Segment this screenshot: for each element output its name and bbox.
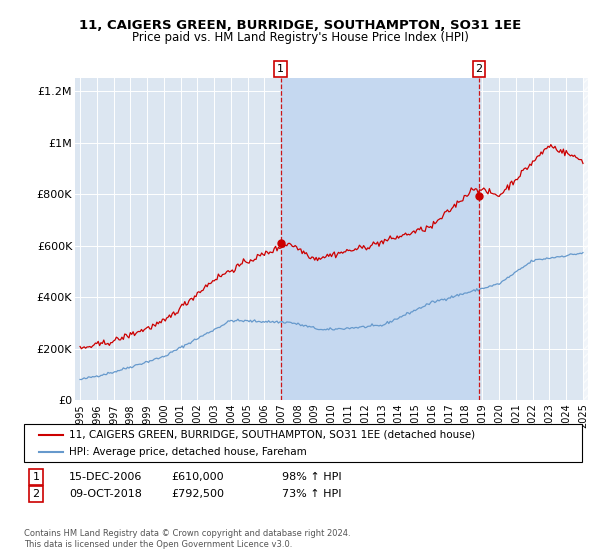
Text: £792,500: £792,500 [171, 489, 224, 499]
Text: 1: 1 [32, 472, 40, 482]
Text: 11, CAIGERS GREEN, BURRIDGE, SOUTHAMPTON, SO31 1EE: 11, CAIGERS GREEN, BURRIDGE, SOUTHAMPTON… [79, 18, 521, 32]
Text: 11, CAIGERS GREEN, BURRIDGE, SOUTHAMPTON, SO31 1EE (detached house): 11, CAIGERS GREEN, BURRIDGE, SOUTHAMPTON… [69, 430, 475, 440]
Text: 2: 2 [32, 489, 40, 499]
Text: 2: 2 [475, 64, 482, 74]
Text: 98% ↑ HPI: 98% ↑ HPI [282, 472, 341, 482]
Text: 73% ↑ HPI: 73% ↑ HPI [282, 489, 341, 499]
Text: Contains HM Land Registry data © Crown copyright and database right 2024.: Contains HM Land Registry data © Crown c… [24, 529, 350, 538]
Text: This data is licensed under the Open Government Licence v3.0.: This data is licensed under the Open Gov… [24, 540, 292, 549]
Text: £610,000: £610,000 [171, 472, 224, 482]
Text: HPI: Average price, detached house, Fareham: HPI: Average price, detached house, Fare… [69, 447, 307, 458]
Text: Price paid vs. HM Land Registry's House Price Index (HPI): Price paid vs. HM Land Registry's House … [131, 31, 469, 44]
Text: 15-DEC-2006: 15-DEC-2006 [69, 472, 142, 482]
Text: 1: 1 [277, 64, 284, 74]
Bar [281, 78, 479, 400]
Text: 09-OCT-2018: 09-OCT-2018 [69, 489, 142, 499]
Bar [583, 78, 588, 400]
